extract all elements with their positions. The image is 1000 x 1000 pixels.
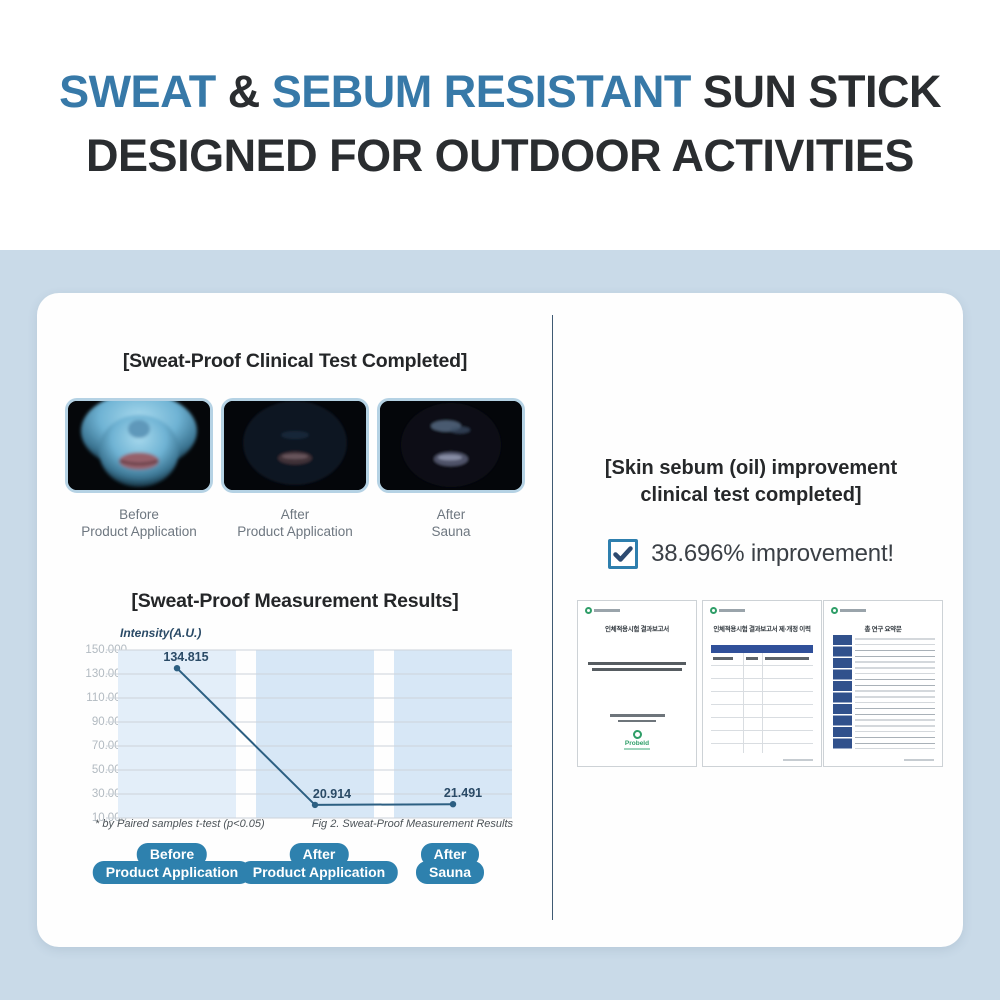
report-title: 총 연구 요약문 <box>864 626 902 633</box>
hero-title-sweat: SWEAT <box>59 66 216 117</box>
chart-value-label-sauna: 21.491 <box>444 786 482 800</box>
page-footer-placeholder <box>904 759 934 761</box>
chart-y-axis-ticks: 150.000 130.000 110.000 90.000 70.000 50.000 3… <box>53 644 127 824</box>
chart-point-sauna <box>449 801 457 808</box>
category-label-before: Before Product Application <box>92 843 252 884</box>
sebum-heading-line2: clinical test completed] <box>640 484 862 506</box>
lab-logo-dot-icon <box>585 607 592 614</box>
improvement-row: 38.696% improvement! <box>554 539 948 569</box>
chart-point-after <box>311 801 319 809</box>
hero-title-line1: SWEAT & SEBUM RESISTANT SUN STICK <box>0 66 1000 118</box>
hero-title-sebum: SEBUM RESISTANT <box>271 66 692 117</box>
clinical-test-heading: [Sweat-Proof Clinical Test Completed] <box>122 350 468 372</box>
caption-line: Sauna <box>431 524 471 539</box>
category-label-after: After Product Application <box>239 843 399 884</box>
checkbox-checked-icon <box>608 539 639 569</box>
improvement-text: 38.696% improvement! <box>651 540 894 567</box>
report-meta-placeholder <box>588 711 686 725</box>
lab-logo-dot-icon <box>831 607 838 614</box>
lab-logo-text-placeholder <box>719 609 745 612</box>
uv-photo-after-sauna <box>377 398 525 493</box>
probeld-logo-icon <box>632 730 642 739</box>
chart-band-3 <box>394 650 512 818</box>
lab-logo-dot-icon <box>710 607 717 614</box>
text-line-placeholder <box>591 668 683 671</box>
table-label-column <box>833 635 852 750</box>
pill-label: Before <box>136 843 208 866</box>
uv-face-dark-svg <box>224 401 366 490</box>
lab-logo-text-placeholder <box>840 609 866 612</box>
photo-caption-after: After Product Application <box>215 506 375 540</box>
table-column-divider <box>742 653 744 753</box>
uv-photo-before <box>65 398 213 493</box>
hero-title-sunstick: SUN STICK <box>690 66 942 117</box>
hero-title-amp: & <box>215 66 272 117</box>
report-title: 인체적용시험 결과보고서 <box>605 626 669 633</box>
measurement-results-heading: [Sweat-Proof Measurement Results] <box>131 590 459 612</box>
caption-line: After <box>280 507 310 522</box>
probeld-logo-text: Probeld <box>624 740 650 747</box>
chart-footnote: * by Paired samples t-test (p<0.05) <box>95 818 265 830</box>
vertical-divider <box>552 315 553 920</box>
lab-logo-icon <box>585 607 620 614</box>
chart-point-before <box>173 665 181 672</box>
chart-notes: * by Paired samples t-test (p<0.05) Fig … <box>95 818 513 830</box>
table-header-row <box>711 645 813 653</box>
page-footer-placeholder <box>783 759 813 761</box>
sweat-proof-line-chart: 134.815 20.914 21.491 <box>106 649 512 819</box>
probeld-logo-underline <box>624 748 650 750</box>
probeld-logo: Probeld <box>578 730 696 750</box>
revision-table <box>711 645 813 753</box>
chart-figure-caption: Fig 2. Sweat-Proof Measurement Results <box>311 818 513 830</box>
chart-value-label-before: 134.815 <box>163 650 208 664</box>
caption-line: Product Application <box>237 524 353 539</box>
table-cell-placeholder <box>765 657 809 660</box>
pill-label: After <box>420 843 480 866</box>
pill-label: Product Application <box>92 861 252 884</box>
checkmark-icon <box>613 546 633 562</box>
pill-label: After <box>289 843 349 866</box>
photo-caption-sauna: After Sauna <box>371 506 531 540</box>
hero-header: SWEAT & SEBUM RESISTANT SUN STICK DESIGN… <box>0 0 1000 250</box>
caption-line: After <box>436 507 466 522</box>
uv-face-sauna-svg <box>380 401 522 490</box>
pill-label: Sauna <box>415 861 485 884</box>
hero-title-line2: DESIGNED FOR OUTDOOR ACTIVITIES <box>86 130 914 181</box>
caption-line: Before <box>119 507 159 522</box>
caption-line: Product Application <box>81 524 197 539</box>
lab-logo-icon <box>831 607 866 614</box>
photo-caption-before: Before Product Application <box>59 506 219 540</box>
chart-gridlines <box>106 649 512 819</box>
text-line-placeholder <box>618 719 656 722</box>
table-text-rows <box>855 636 935 749</box>
pill-label: Product Application <box>239 861 399 884</box>
report-paragraph-placeholder <box>588 659 686 674</box>
chart-band-1 <box>118 650 236 818</box>
chart-value-label-after: 20.914 <box>313 787 351 801</box>
sebum-test-heading: [Skin sebum (oil) improvement clinical t… <box>554 455 948 509</box>
text-line-placeholder <box>609 714 665 717</box>
report-title: 인체적용시험 결과보고서 제·개정 이력 <box>713 626 811 633</box>
table-cell-placeholder <box>745 657 758 660</box>
report-document-history: 인체적용시험 결과보고서 제·개정 이력 <box>702 600 822 767</box>
lab-logo-icon <box>710 607 745 614</box>
report-document-cover: 인체적용시험 결과보고서 Probeld <box>577 600 697 767</box>
table-cell-placeholder <box>713 657 734 660</box>
line-chart-svg: 134.815 20.914 21.491 <box>106 649 512 819</box>
category-label-sauna: After Sauna <box>415 843 485 884</box>
text-line-placeholder <box>588 662 686 665</box>
chart-band-2 <box>256 650 374 818</box>
uv-photo-after <box>221 398 369 493</box>
lab-logo-text-placeholder <box>594 609 620 612</box>
content-card: [Sweat-Proof Clinical Test Completed] <box>37 293 963 947</box>
summary-table <box>831 635 935 750</box>
chart-y-axis-title: Intensity(A.U.) <box>120 626 202 640</box>
sebum-heading-line1: [Skin sebum (oil) improvement <box>604 457 898 479</box>
uv-face-bright-svg <box>68 401 210 490</box>
report-document-summary: 총 연구 요약문 <box>823 600 943 767</box>
table-column-divider <box>762 653 763 753</box>
